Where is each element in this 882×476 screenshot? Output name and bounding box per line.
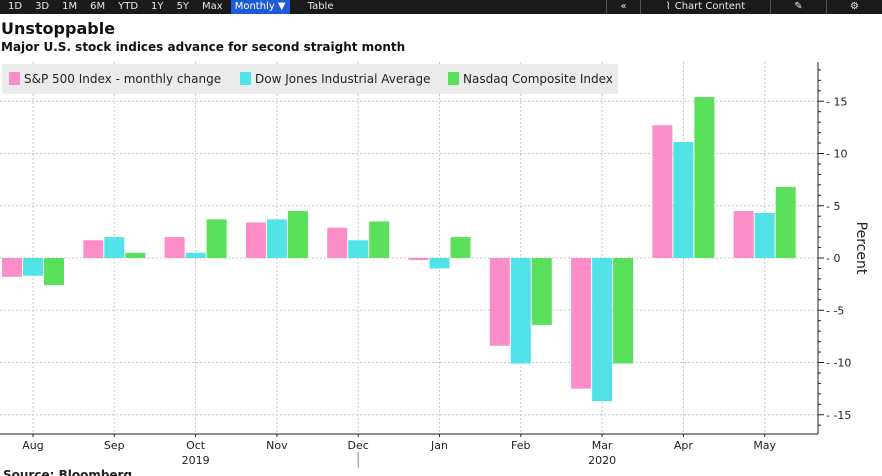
range-1m-button[interactable]: 1M [62,1,78,12]
bar-sp500-sep [83,240,104,258]
x-tick-label-sep: Sep [104,439,125,452]
bar-dow-dec [348,240,369,258]
toolbar-right-group: « ⌇ Chart Content ✎ ⚙ [606,0,882,14]
bar-nasdaq-dec [369,221,390,258]
year-label-2020: 2020 [588,454,616,467]
y-tick-label: - 10 [826,148,847,161]
range-3d-button[interactable]: 3D [35,1,50,12]
bar-sp500-feb [489,258,510,346]
range-6m-button[interactable]: 6M [90,1,106,12]
legend-label-dow: Dow Jones Industrial Average [255,72,431,86]
range-1d-button[interactable]: 1D [8,1,23,12]
range-max-button[interactable]: Max [202,1,223,12]
chart-subtitle: Major U.S. stock indices advance for sec… [1,40,406,54]
y-tick-label: - -10 [826,357,851,370]
range-ytd-button[interactable]: YTD [118,1,139,12]
bar-sp500-jan [408,258,429,261]
legend-swatch-dow [240,72,251,85]
chart-title: Unstoppable [1,19,116,38]
bar-nasdaq-jan [450,237,471,258]
bar-dow-aug [23,258,43,276]
bar-dow-may [754,213,775,258]
table-button[interactable]: Table [307,1,334,12]
y-tick-label: - 0 [826,252,840,265]
chart-content-label: Chart Content [674,1,746,12]
bar-sp500-may [733,210,754,258]
legend-label-nasdaq: Nasdaq Composite Index [463,72,613,86]
bar-dow-oct [185,252,206,258]
bar-sp500-aug [2,258,22,277]
y-tick-label: - -5 [826,304,844,317]
legend-swatch-nasdaq [448,72,459,85]
x-tick-label-dec: Dec [348,439,369,452]
settings-icon[interactable]: ⚙ [826,0,882,14]
frequency-dropdown[interactable]: Monthly ▼ [230,0,290,14]
legend-label-sp500: S&P 500 Index - monthly change [24,72,221,86]
bar-sp500-nov [245,222,266,258]
bar-sp500-apr [652,125,673,258]
x-tick-label-may: May [753,439,776,452]
bar-nasdaq-apr [694,97,715,258]
bar-nasdaq-aug [44,258,64,286]
y-tick-label: - -15 [826,409,851,422]
bar-sp500-mar [571,258,592,389]
x-tick-label-aug: Aug [22,439,43,452]
bar-sp500-dec [327,227,348,258]
x-tick-label-mar: Mar [592,439,613,452]
y-axis-label: Percent [853,222,869,275]
range-1y-button[interactable]: 1Y [151,1,164,12]
bar-nasdaq-may [775,186,796,258]
y-tick-label: - 5 [826,200,840,213]
x-tick-label-feb: Feb [511,439,530,452]
source-note: Source: Bloomberg [3,468,133,476]
bar-dow-jan [429,258,450,269]
legend-box [2,64,618,94]
year-label-2019: 2019 [182,454,210,467]
x-tick-label-jan: Jan [430,439,448,452]
x-tick-label-oct: Oct [186,439,206,452]
bar-nasdaq-sep [125,252,146,258]
bar-nasdaq-feb [531,258,552,325]
chart-content-button[interactable]: ⌇ Chart Content [640,0,770,14]
legend-swatch-sp500 [9,72,20,85]
bar-dow-mar [592,258,613,402]
x-tick-label-apr: Apr [674,439,694,452]
y-tick-label: - 15 [826,95,847,108]
collapse-icon[interactable]: « [606,0,640,14]
chart-content-icon: ⌇ [665,1,671,12]
bar-nasdaq-nov [287,210,308,258]
bar-nasdaq-oct [206,219,227,258]
bar-dow-nov [266,219,287,258]
range-5y-button[interactable]: 5Y [176,1,190,12]
edit-icon[interactable]: ✎ [770,0,826,14]
bar-sp500-oct [164,237,185,258]
bar-dow-apr [673,142,694,258]
bar-nasdaq-mar [613,258,634,364]
chart-toolbar: 1D 3D 1M 6M YTD 1Y 5Y Max Monthly ▼ Tabl… [0,0,882,14]
bar-dow-feb [510,258,531,364]
bar-dow-sep [104,237,125,258]
x-tick-label-nov: Nov [266,439,288,452]
